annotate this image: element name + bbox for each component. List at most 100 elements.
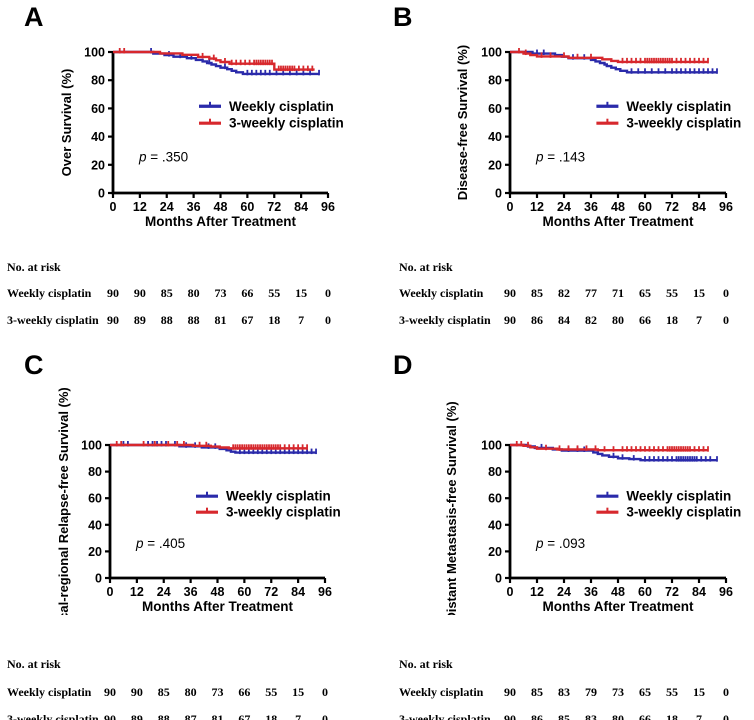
y-tick-label: 60 <box>488 492 502 506</box>
risk-value: 90 <box>504 712 516 720</box>
risk-value: 90 <box>504 286 516 300</box>
risk-value: 55 <box>666 286 678 300</box>
legend-label: 3-weekly cisplatin <box>626 505 741 520</box>
risk-value: 0 <box>723 712 729 720</box>
risk-value: 79 <box>585 685 597 699</box>
risk-value: 90 <box>107 286 119 300</box>
risk-row-name: 3-weekly cisplatin <box>7 313 99 327</box>
x-tick-label: 36 <box>184 585 198 599</box>
p-value-label: p = .405 <box>135 536 185 551</box>
y-tick-label: 60 <box>88 492 102 506</box>
risk-table-title: No. at risk <box>7 260 61 274</box>
risk-value: 90 <box>504 685 516 699</box>
y-tick-label: 80 <box>488 74 502 88</box>
risk-table-distant-metastasis-free-survival: No. at risk Weekly cisplatin 90 85 83 79 73 65 5… <box>377 615 754 720</box>
legend-label: 3-weekly cisplatin <box>626 116 741 131</box>
x-tick-label: 48 <box>211 585 225 599</box>
risk-value: 80 <box>612 712 624 720</box>
km-chart-distant-metastasis-free-survival: 0 20 40 60 80 100 0 12 24 36 48 60 72 84 96 Months Afte… <box>444 401 741 615</box>
y-tick-label: 40 <box>488 130 502 144</box>
risk-value: 89 <box>130 712 143 720</box>
risk-value: 80 <box>612 313 624 327</box>
km-chart-local-regional-relapse-free-survival: 0 20 40 60 80 100 0 12 24 36 48 60 72 84 96 Months Afte… <box>56 387 341 615</box>
risk-value: 7 <box>696 313 702 327</box>
risk-value: 0 <box>723 286 729 300</box>
panel-letter-d: D <box>393 350 413 380</box>
panel-letter-a: A <box>24 2 44 32</box>
risk-value: 18 <box>268 313 281 327</box>
risk-value: 15 <box>295 286 308 300</box>
x-tick-label: 60 <box>240 200 254 214</box>
y-tick-label: 60 <box>488 102 502 116</box>
y-tick-label: 40 <box>488 518 502 532</box>
y-tick-label: 100 <box>81 439 102 453</box>
risk-value: 87 <box>184 712 197 720</box>
survival-curve-3weekly <box>510 50 708 64</box>
risk-value: 81 <box>214 313 227 327</box>
panel-letter-c: C <box>24 350 44 380</box>
x-tick-label: 24 <box>160 200 174 214</box>
risk-value: 82 <box>558 286 570 300</box>
risk-row-name: Weekly cisplatin <box>7 286 92 300</box>
risk-value: 89 <box>133 313 146 327</box>
x-tick-label: 60 <box>638 585 652 599</box>
x-tick-label: 36 <box>187 200 201 214</box>
risk-value: 90 <box>104 685 116 699</box>
risk-value: 85 <box>531 685 543 699</box>
risk-value: 7 <box>298 313 305 327</box>
x-tick-label: 84 <box>692 200 706 214</box>
risk-value: 71 <box>612 286 624 300</box>
risk-value: 80 <box>184 685 197 699</box>
x-tick-label: 0 <box>110 200 117 214</box>
risk-value: 18 <box>265 712 278 720</box>
y-tick-label: 0 <box>98 187 105 201</box>
risk-value: 0 <box>325 313 331 327</box>
x-tick-label: 96 <box>719 585 733 599</box>
risk-value: 0 <box>723 685 729 699</box>
y-tick-label: 40 <box>91 130 105 144</box>
risk-table-disease-free-survival: No. at risk Weekly cisplatin 90 85 82 77 71 65 5… <box>377 250 754 350</box>
risk-value: 66 <box>639 712 651 720</box>
y-tick-label: 0 <box>495 572 502 586</box>
x-tick-label: 12 <box>530 200 544 214</box>
risk-row-name: 3-weekly cisplatin <box>7 712 99 720</box>
risk-value: 83 <box>558 685 570 699</box>
risk-value: 85 <box>558 712 570 720</box>
legend-entry-weekly: Weekly cisplatin <box>596 489 731 504</box>
risk-value: 86 <box>531 712 543 720</box>
risk-table-overall-survival: No. at risk Weekly cisplatin 90 90 85 80 73 66 5… <box>0 250 377 350</box>
panel-b: 0 20 40 60 80 100 0 12 24 36 48 60 72 84 96 Months Afte… <box>377 0 754 350</box>
x-tick-label: 48 <box>611 200 625 214</box>
y-tick-label: 20 <box>488 545 502 559</box>
legend-entry-3weekly: 3-weekly cisplatin <box>596 505 741 520</box>
y-tick-label: 60 <box>91 102 105 116</box>
survival-curve-3weekly <box>510 443 708 452</box>
x-tick-label: 60 <box>237 585 251 599</box>
panel-c: 0 20 40 60 80 100 0 12 24 36 48 60 72 84 96 Months Afte… <box>0 350 377 720</box>
p-value-label: p = .350 <box>138 149 188 164</box>
risk-value: 15 <box>693 286 705 300</box>
x-axis-title: Months After Treatment <box>542 214 694 229</box>
risk-value: 15 <box>693 685 705 699</box>
x-tick-label: 84 <box>294 200 308 214</box>
x-tick-label: 48 <box>214 200 228 214</box>
risk-value: 90 <box>107 313 119 327</box>
risk-value: 15 <box>292 685 305 699</box>
risk-value: 88 <box>157 712 170 720</box>
panel-letter-b: B <box>393 2 413 32</box>
x-tick-label: 0 <box>507 585 514 599</box>
y-tick-label: 100 <box>481 439 502 453</box>
risk-row-name: 3-weekly cisplatin <box>399 313 491 327</box>
risk-value: 55 <box>265 685 278 699</box>
x-axis-title: Months After Treatment <box>142 599 294 614</box>
x-tick-label: 96 <box>719 200 733 214</box>
y-tick-label: 40 <box>88 518 102 532</box>
risk-value: 73 <box>214 286 227 300</box>
x-tick-label: 72 <box>665 585 679 599</box>
risk-value: 82 <box>585 313 597 327</box>
legend-entry-3weekly: 3-weekly cisplatin <box>199 116 344 131</box>
risk-value: 18 <box>666 712 678 720</box>
x-axis-title: Months After Treatment <box>542 599 694 614</box>
y-tick-label: 20 <box>91 158 105 172</box>
y-tick-label: 20 <box>488 158 502 172</box>
